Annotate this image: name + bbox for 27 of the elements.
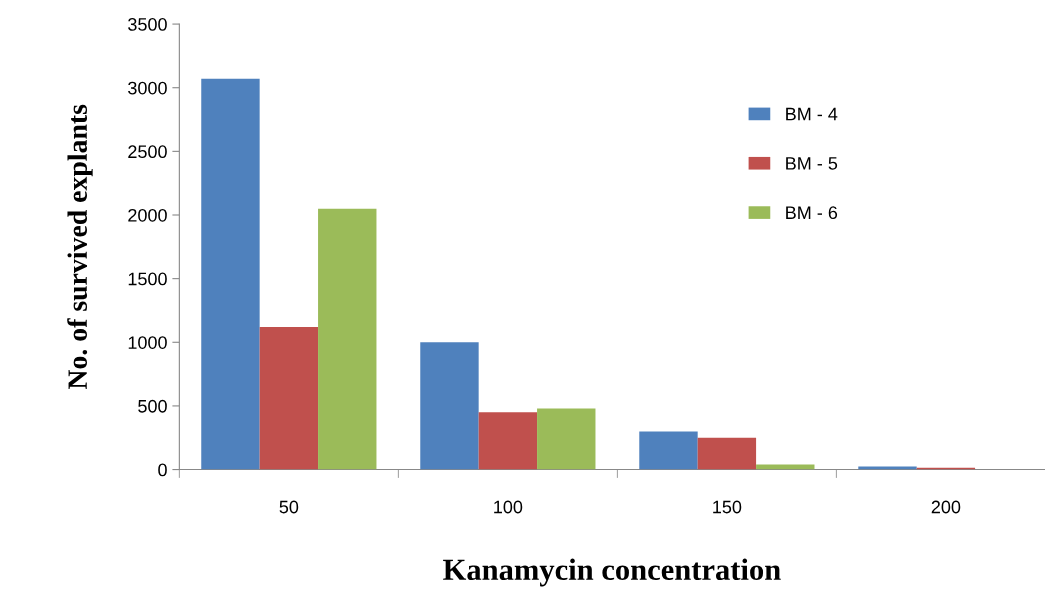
legend-label: BM - 6 xyxy=(786,206,838,220)
x-tick-label: 50 xyxy=(279,500,299,514)
bar xyxy=(420,342,479,470)
y-tick-label: 2000 xyxy=(128,208,167,222)
x-tick-label: 100 xyxy=(494,500,523,514)
y-tick-label: 3500 xyxy=(128,18,167,31)
x-tick-label: 200 xyxy=(931,500,961,514)
y-axis-title: No. of survived explants xyxy=(67,104,93,390)
y-tick-label: 1000 xyxy=(128,336,167,349)
bar xyxy=(697,437,757,470)
y-tick-label: 1500 xyxy=(128,272,167,286)
bar xyxy=(259,327,319,470)
bar xyxy=(639,431,698,470)
legend-label: BM - 5 xyxy=(786,157,838,170)
bar xyxy=(201,78,260,470)
x-axis-title: Kanamycin concentration xyxy=(443,558,781,587)
y-tick-label: 2500 xyxy=(128,145,167,159)
x-tick-label: 150 xyxy=(713,500,742,514)
y-tick-label: 3000 xyxy=(128,81,167,95)
bar xyxy=(318,208,377,470)
bar xyxy=(858,466,917,470)
bar xyxy=(478,412,538,470)
y-tick-label: 500 xyxy=(138,399,167,413)
legend-label: BM - 4 xyxy=(786,107,838,121)
bar xyxy=(537,408,596,470)
bar xyxy=(756,464,815,470)
y-tick-label: 0 xyxy=(158,463,167,477)
